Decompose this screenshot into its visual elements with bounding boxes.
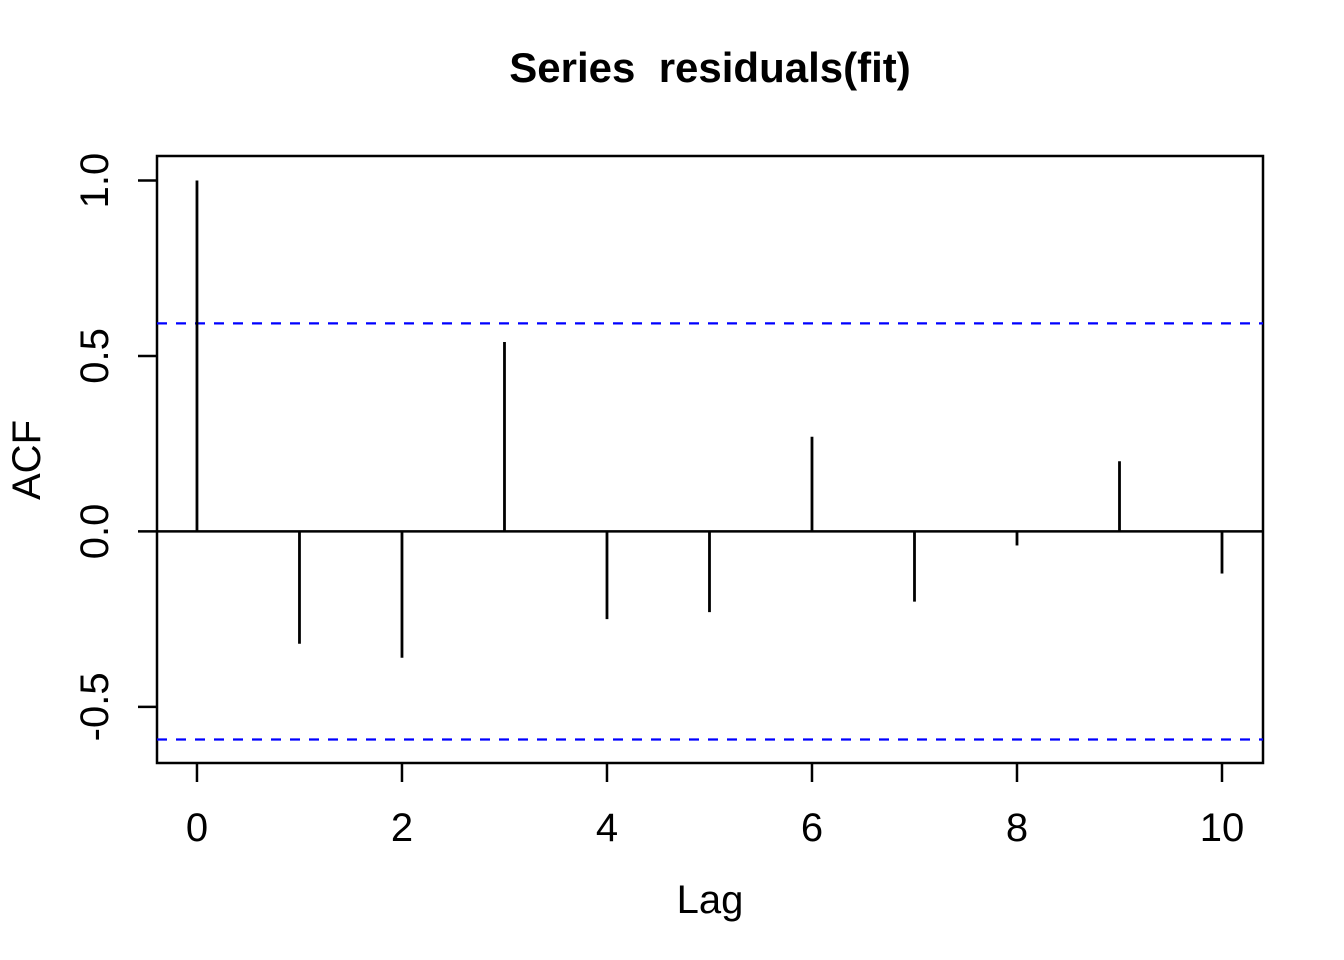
plot-area xyxy=(155,154,1265,765)
y-tick-label--0.5: -0.5 xyxy=(73,672,117,741)
x-tick-label-0: 0 xyxy=(186,806,208,850)
x-tick-label-10: 10 xyxy=(1200,806,1245,850)
x-tick-label-4: 4 xyxy=(596,806,618,850)
y-axis-title: ACF xyxy=(5,420,49,500)
chart-title: Series residuals(fit) xyxy=(509,44,910,91)
y-axis-ticks: 1.0 0.5 0.0 -0.5 xyxy=(73,153,157,741)
confidence-lines xyxy=(157,322,1263,741)
y-tick-label-0.0: 0.0 xyxy=(73,504,117,560)
x-tick-label-2: 2 xyxy=(391,806,413,850)
x-tick-label-6: 6 xyxy=(801,806,823,850)
acf-stems xyxy=(195,180,1224,658)
x-axis-ticks: 0 2 4 6 8 10 xyxy=(186,763,1244,850)
y-tick-label-0.5: 0.5 xyxy=(73,328,117,384)
x-tick-label-8: 8 xyxy=(1006,806,1028,850)
y-tick-label-1.0: 1.0 xyxy=(73,153,117,209)
plot-border xyxy=(155,154,1265,765)
x-axis-title: Lag xyxy=(677,878,744,922)
